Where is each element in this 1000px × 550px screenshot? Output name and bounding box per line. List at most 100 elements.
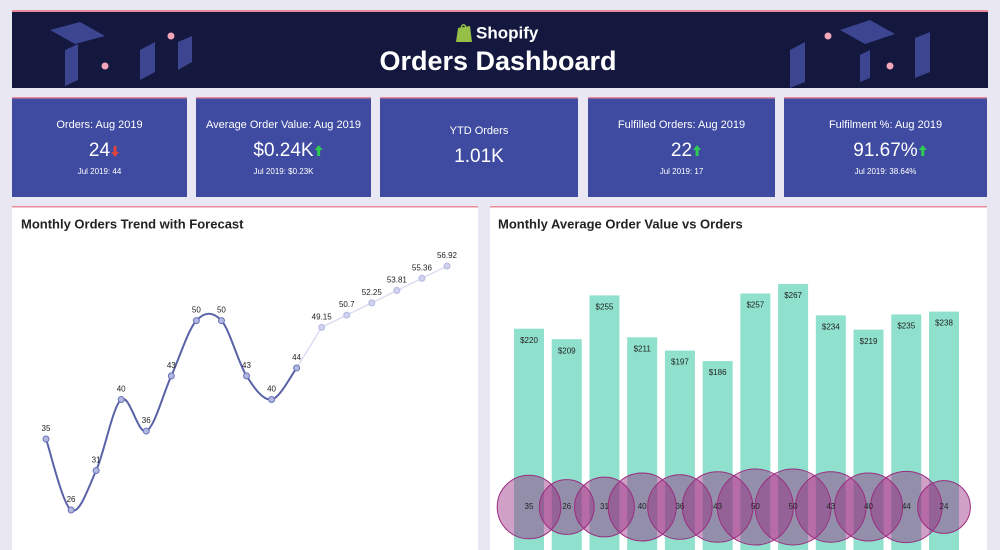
data-label: 52.25 xyxy=(362,288,383,297)
kpi-title: Fulfilment %: Aug 2019 xyxy=(829,119,942,131)
bubble-label: 24 xyxy=(940,502,949,511)
kpi-comparison: Jul 2019: 44 xyxy=(78,167,122,176)
bar xyxy=(664,350,695,550)
kpi-accent xyxy=(12,97,187,99)
bubble xyxy=(917,480,971,534)
bubble xyxy=(647,474,713,540)
trend-arrow xyxy=(693,145,702,156)
chart-title: Monthly Orders Trend with Forecast xyxy=(21,216,244,231)
bar xyxy=(702,361,733,550)
bar-label: $209 xyxy=(558,346,576,355)
data-label: 44 xyxy=(292,353,301,362)
chart-title: Monthly Average Order Value vs Orders xyxy=(498,216,743,231)
data-label: 55.36 xyxy=(412,263,433,272)
data-label: 40 xyxy=(267,385,276,394)
kpi-title: Orders: Aug 2019 xyxy=(56,119,142,131)
point xyxy=(268,396,276,404)
forecast-connector xyxy=(295,326,323,369)
dashboard-title: Orders Dashboard xyxy=(379,46,616,76)
data-label: 36 xyxy=(142,416,151,425)
kpi-comparison: Jul 2019: $0.23K xyxy=(253,167,314,176)
bar-label: $238 xyxy=(935,319,953,328)
bubble xyxy=(754,468,832,546)
data-label: 40 xyxy=(117,385,126,394)
point xyxy=(243,372,250,380)
data-label: 31 xyxy=(92,456,101,465)
bubble-label: 36 xyxy=(675,502,684,511)
bubble-label: 50 xyxy=(751,502,760,511)
bar-label: $235 xyxy=(897,322,915,331)
shopify-icon xyxy=(456,24,472,42)
data-label: 43 xyxy=(167,361,176,370)
kpi-value: 1.01K xyxy=(454,146,504,167)
bubble xyxy=(607,472,677,542)
bar-label: $234 xyxy=(822,323,840,332)
kpi-title: Average Order Value: Aug 2019 xyxy=(206,119,361,131)
bubble-label: 43 xyxy=(826,502,835,511)
bubble xyxy=(795,471,867,543)
bar-label: $211 xyxy=(634,344,652,353)
point xyxy=(167,372,175,380)
bubble-label: 31 xyxy=(600,502,609,511)
header-decoration xyxy=(50,20,930,88)
kpi-card xyxy=(196,98,371,197)
kpi-value: 22 xyxy=(671,140,692,161)
bar xyxy=(627,337,658,550)
panel-accent xyxy=(490,206,987,208)
data-label: 50.7 xyxy=(339,300,355,309)
bubble-label: 40 xyxy=(638,502,647,511)
point xyxy=(217,317,225,325)
bar-label: $255 xyxy=(596,303,614,312)
logo-text: Shopify xyxy=(476,23,539,42)
bar xyxy=(929,311,959,550)
point xyxy=(343,311,351,319)
kpi-card xyxy=(588,98,775,197)
kpi-title: Fulfilled Orders: Aug 2019 xyxy=(618,119,745,131)
kpi-title: YTD Orders xyxy=(450,125,509,137)
data-label: 53.81 xyxy=(387,276,408,285)
kpi-value: $0.24K xyxy=(253,140,314,161)
bar xyxy=(891,314,922,550)
header-accent xyxy=(12,10,988,12)
point xyxy=(92,467,100,475)
kpi-card xyxy=(380,98,578,197)
point xyxy=(443,262,451,270)
forecast-line xyxy=(321,265,448,328)
bar-label: $257 xyxy=(746,301,764,310)
kpi-value: 91.67% xyxy=(853,140,918,161)
trend-arrow xyxy=(918,145,927,156)
data-label: 35 xyxy=(42,424,51,433)
bar-label: $219 xyxy=(860,337,878,346)
bubble-label: 40 xyxy=(864,502,873,511)
kpi-accent xyxy=(380,97,578,99)
point xyxy=(117,396,125,404)
kpi-accent xyxy=(588,97,775,99)
point xyxy=(142,427,150,435)
bar xyxy=(853,329,884,550)
point xyxy=(418,274,426,282)
bubble-label: 44 xyxy=(902,502,911,511)
data-label: 26 xyxy=(67,495,76,504)
header-bar xyxy=(12,12,988,88)
bar-label: $197 xyxy=(671,358,689,367)
point xyxy=(368,299,376,307)
bubble xyxy=(834,472,904,542)
bar-label: $267 xyxy=(784,291,802,300)
data-label: 50 xyxy=(192,306,201,315)
kpi-comparison: Jul 2019: 17 xyxy=(660,167,704,176)
point xyxy=(67,506,75,514)
bubble xyxy=(574,476,635,538)
kpi-value: 24 xyxy=(89,140,111,161)
panel-accent xyxy=(12,206,478,208)
point xyxy=(192,317,200,325)
bubble-label: 50 xyxy=(789,502,798,511)
data-label: 43 xyxy=(242,361,251,370)
bar-label: $220 xyxy=(520,336,538,345)
bar xyxy=(551,339,582,550)
kpi-accent xyxy=(784,97,987,99)
bar-label: $186 xyxy=(709,368,727,377)
point xyxy=(318,323,326,331)
data-label: 49.15 xyxy=(312,312,333,321)
bar xyxy=(514,328,544,550)
